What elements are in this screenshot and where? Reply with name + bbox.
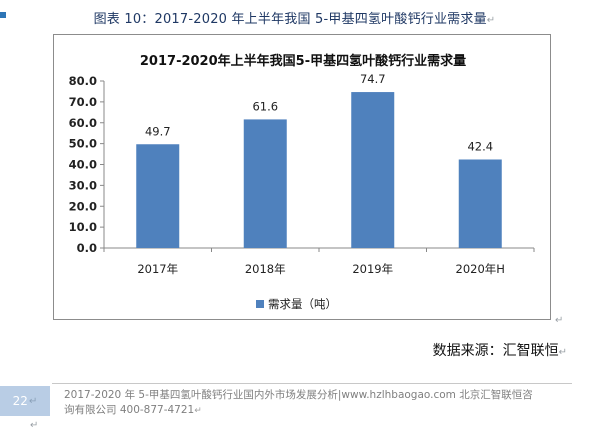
- bar-chart: 2017-2020年上半年我国5-甲基四氢叶酸钙行业需求量 0.0 10.0 20.…: [69, 53, 535, 311]
- data-label: 74.7: [360, 72, 386, 86]
- y-tick-label: 10.0: [69, 220, 97, 234]
- chart-area: 2017-2020年上半年我国5-甲基四氢叶酸钙行业需求量 0.0 10.0 20.…: [53, 34, 551, 320]
- data-label: 42.4: [467, 139, 493, 153]
- footer-text: 2017-2020 年 5-甲基四氢叶酸钙行业国内外市场发展分析|www.hzl…: [64, 388, 569, 419]
- paragraph-mark: ↵: [558, 347, 567, 358]
- paragraph-mark: ↵: [486, 15, 496, 26]
- paragraph-mark: ↵: [194, 406, 202, 416]
- bar: [351, 92, 395, 248]
- figure-caption: 图表 10：2017-2020 年上半年我国 5-甲基四氢叶酸钙行业需求量↵: [0, 8, 589, 27]
- data-label: 49.7: [145, 124, 171, 138]
- page-number: 22: [12, 394, 28, 408]
- corner-marker: [0, 12, 6, 18]
- y-tick-label: 0.0: [77, 241, 97, 255]
- y-tick-label: 60.0: [69, 116, 97, 130]
- data-source-text: 数据来源：汇智联恒: [432, 343, 559, 359]
- footer-line-2: 询有限公司 400-877-4721: [64, 404, 195, 416]
- bar: [136, 144, 180, 248]
- chart-title: 2017-2020年上半年我国5-甲基四氢叶酸钙行业需求量: [140, 53, 466, 69]
- footer-line-1: 2017-2020 年 5-甲基四氢叶酸钙行业国内外市场发展分析|www.hzl…: [64, 389, 533, 401]
- y-tick-label: 40.0: [69, 158, 97, 172]
- paragraph-mark: ↵: [28, 395, 38, 407]
- legend-swatch: [256, 300, 264, 308]
- bar: [243, 119, 287, 248]
- paragraph-mark: ↵: [30, 420, 39, 431]
- y-tick-label: 80.0: [69, 74, 97, 88]
- y-tick-label: 30.0: [69, 178, 97, 192]
- footer-divider: [52, 383, 572, 384]
- x-tick-label: 2018年: [245, 262, 286, 276]
- paragraph-mark: ↵: [555, 315, 564, 326]
- y-tick-label: 20.0: [69, 199, 97, 213]
- x-tick-label: 2019年: [352, 262, 393, 276]
- page-number-badge: 22 ↵: [0, 386, 50, 416]
- data-label: 61.6: [252, 99, 278, 113]
- legend-label: 需求量（吨）: [268, 297, 337, 311]
- y-tick-label: 70.0: [69, 95, 97, 109]
- x-tick-label: 2017年: [137, 262, 178, 276]
- data-source: 数据来源：汇智联恒↵: [433, 340, 567, 360]
- y-tick-label: 50.0: [69, 137, 97, 151]
- chart-legend: 需求量（吨）: [256, 297, 337, 311]
- figure-caption-text: 图表 10：2017-2020 年上半年我国 5-甲基四氢叶酸钙行业需求量: [93, 12, 487, 27]
- x-tick-label: 2020年H: [456, 262, 505, 276]
- bar: [458, 159, 502, 248]
